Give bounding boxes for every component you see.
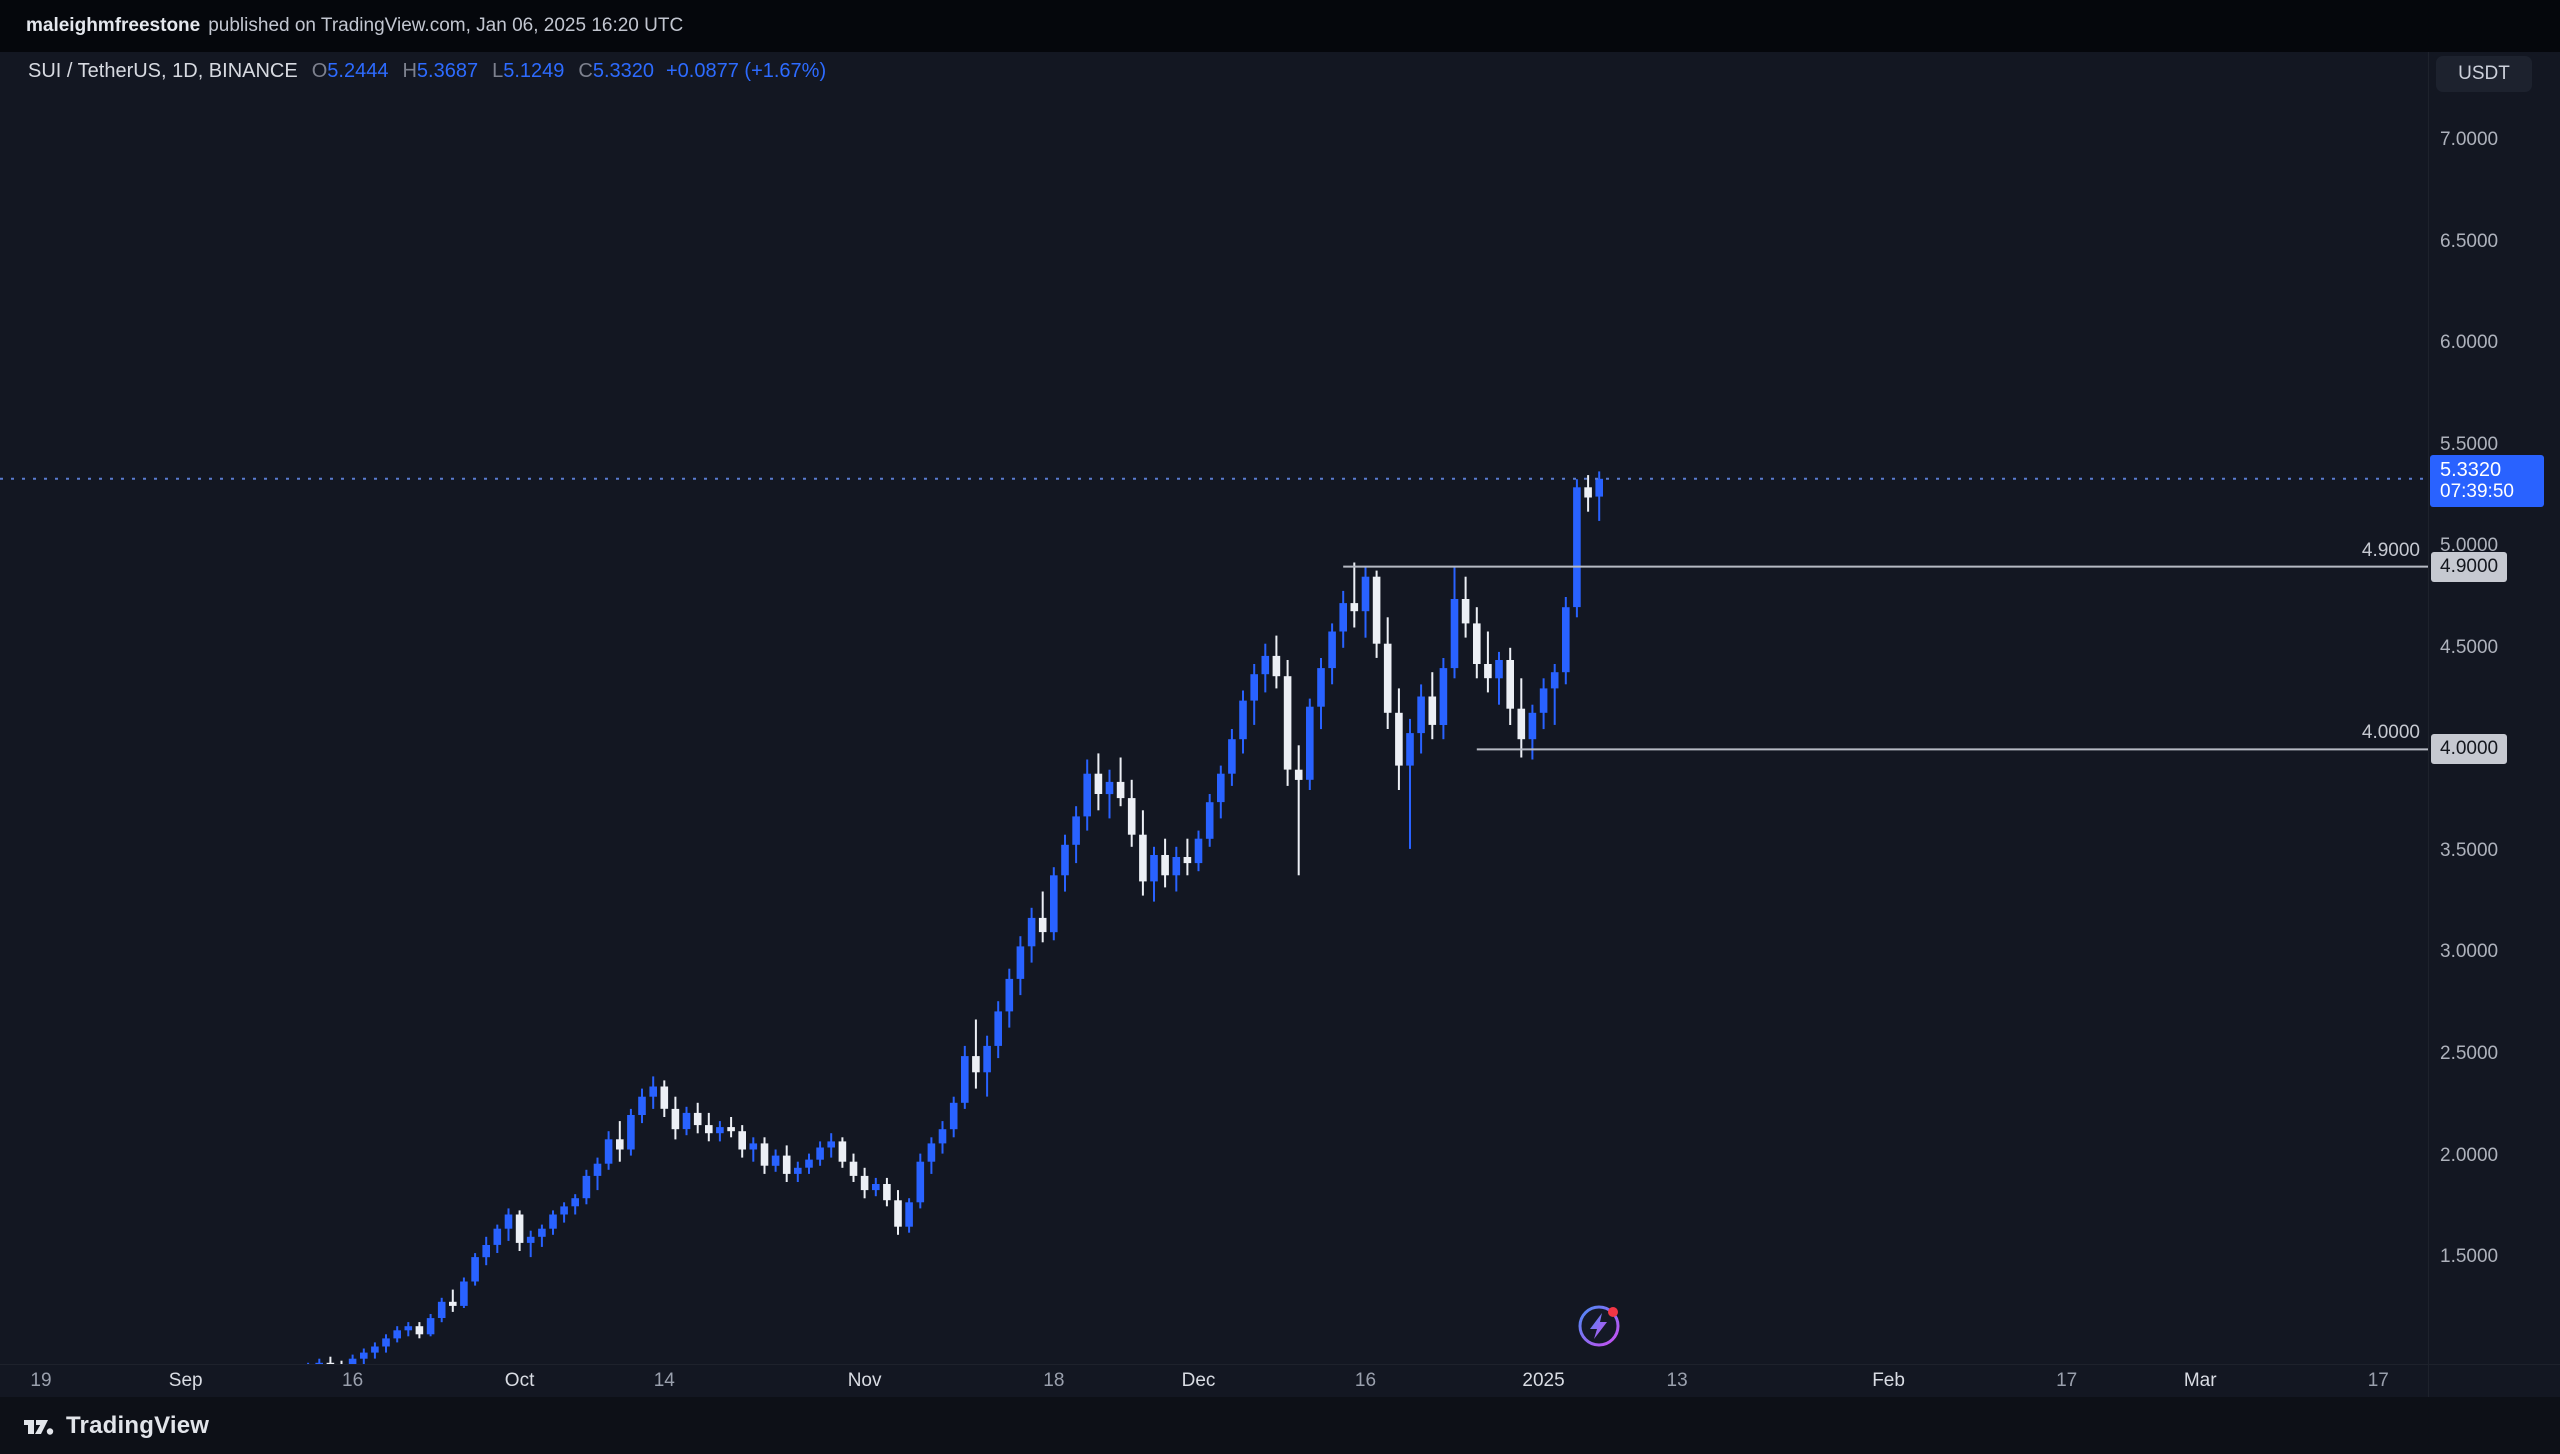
flash-icon[interactable] <box>1575 1302 1623 1350</box>
time-tick-label: 13 <box>1666 1370 1688 1391</box>
time-axis[interactable]: 19 Sep 16 Oct 14 Nov 18 Dec 16 2025 13 Feb 17 Mar 17 <box>0 1364 2428 1397</box>
time-tick-label: 17 <box>2367 1370 2389 1391</box>
lightning-bolt-icon <box>1578 1305 1620 1347</box>
time-tick-label: Oct <box>504 1370 535 1391</box>
price-tick-label: 1.5000 <box>2440 1246 2499 1268</box>
open-value: 5.2444 <box>327 60 389 82</box>
low-label: L <box>492 60 504 82</box>
high-label: H <box>402 60 417 82</box>
tradingview-logo-icon[interactable] <box>22 1414 56 1438</box>
price-tick-label: 5.0000 <box>2440 535 2499 557</box>
time-tick-label: 14 <box>653 1370 675 1391</box>
time-tick-label: 16 <box>1354 1370 1377 1391</box>
time-tick-label: Feb <box>1872 1370 1905 1391</box>
level-price-axis-label: 4.0000 <box>2431 734 2508 765</box>
ohlc-close: C5.3320 <box>578 60 654 83</box>
ohlc-high: H5.3687 <box>402 60 478 83</box>
time-tick-label: 18 <box>1043 1370 1065 1391</box>
publish-info-text: published on TradingView.com, Jan 06, 20… <box>208 15 684 36</box>
level-price-inchart-label: 4.0000 <box>2361 722 2420 744</box>
time-tick-label: Nov <box>847 1370 882 1391</box>
notification-dot <box>1608 1307 1619 1317</box>
footer-bar: TradingView <box>0 1397 2560 1454</box>
price-tick-label: 2.5000 <box>2440 1043 2499 1065</box>
ohlc-low: L5.1249 <box>492 60 564 83</box>
price-tick-label: 7.0000 <box>2440 129 2499 150</box>
time-tick-label: 19 <box>30 1370 52 1391</box>
time-tick-label: 2025 <box>1522 1370 1565 1391</box>
time-tick-label: 17 <box>2056 1370 2078 1391</box>
time-tick-label: 16 <box>342 1370 364 1391</box>
price-tick-label: 3.0000 <box>2440 941 2499 963</box>
symbol-legend[interactable]: SUI / TetherUS, 1D, BINANCE O5.2444 H5.3… <box>28 60 826 83</box>
price-tick-label: 6.0000 <box>2440 332 2499 354</box>
price-tick-label: 5.5000 <box>2440 433 2499 455</box>
bar-close-countdown: 07:39:50 <box>2440 480 2514 502</box>
high-value: 5.3687 <box>416 60 479 82</box>
change-value: +0.0877 (+1.67%) <box>666 60 827 82</box>
currency-toggle-button[interactable]: USDT <box>2436 56 2532 92</box>
axis-corner <box>2428 1364 2560 1397</box>
price-tick-label: 3.5000 <box>2440 839 2499 861</box>
ohlc-open: O5.2444 <box>312 60 389 83</box>
price-tick-label: 2.0000 <box>2440 1144 2499 1166</box>
time-tick-label: Dec <box>1181 1370 1216 1391</box>
publisher-username: maleighmfreestone <box>26 15 201 36</box>
price-tick-label: 4.5000 <box>2440 636 2499 658</box>
chart-pane[interactable]: SUI / TetherUS, 1D, BINANCE O5.2444 H5.3… <box>0 52 2428 1364</box>
level-price-axis-label: 4.9000 <box>2431 551 2508 582</box>
low-value: 5.1249 <box>503 60 565 82</box>
current-price-label: 5.3320 07:39:50 <box>2430 454 2544 507</box>
time-tick-label: Sep <box>168 1370 203 1391</box>
price-axis[interactable]: 5.3320 07:39:50 7.0000 6.5000 6.0000 5.5000… <box>2428 52 2560 1364</box>
time-tick-label: Mar <box>2183 1370 2217 1391</box>
price-tick-label: 6.5000 <box>2440 230 2499 252</box>
close-value: 5.3320 <box>592 60 654 82</box>
publish-bar: maleighmfreestone published on TradingVi… <box>0 0 2560 52</box>
open-label: O <box>311 60 328 82</box>
candlestick-series <box>0 471 2428 1364</box>
symbol-title[interactable]: SUI / TetherUS, 1D, BINANCE <box>28 60 298 82</box>
current-price-value: 5.3320 <box>2440 458 2502 481</box>
level-price-inchart-label: 4.9000 <box>2361 539 2420 561</box>
tradingview-wordmark[interactable]: TradingView <box>66 1411 210 1439</box>
close-label: C <box>578 60 593 82</box>
